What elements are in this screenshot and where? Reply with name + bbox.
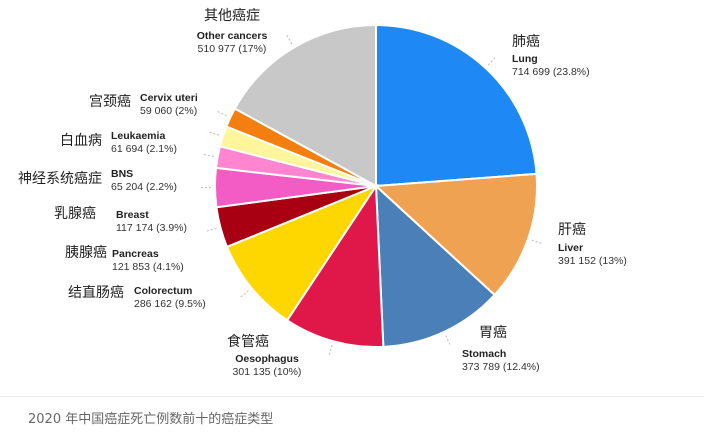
slice-label-en: Breast <box>116 209 149 221</box>
pie-slice-stomach <box>374 183 496 348</box>
leader-line <box>203 154 216 158</box>
slice-label-en: Oesophagus <box>235 353 299 365</box>
slice-label-zh: 乳腺癌 <box>54 206 96 222</box>
slice-value-label: 61 694 (2.1%) <box>111 143 177 155</box>
slice-label-zh: 肝癌 <box>558 222 586 238</box>
slice-label-zh: 肺癌 <box>512 34 540 50</box>
slice-label-zh: 宫颈癌 <box>89 94 131 110</box>
slice-label-zh: 其他癌症 <box>204 8 260 24</box>
caption-divider <box>0 396 704 397</box>
slice-value-label: 391 152 (13%) <box>558 255 627 267</box>
slice-label-en: BNS <box>111 168 133 180</box>
leader-line <box>217 111 229 118</box>
leader-lines <box>200 35 542 355</box>
leader-line <box>209 131 222 137</box>
pie-slices <box>214 23 538 348</box>
leader-line <box>240 289 251 298</box>
slice-label-zh: 结直肠癌 <box>68 284 124 301</box>
slice-value-label: 510 977 (17%) <box>198 43 267 55</box>
slice-value-label: 286 162 (9.5%) <box>134 298 206 310</box>
slice-value-label: 373 789 (12.4%) <box>462 361 540 373</box>
chart-caption: 2020 年中国癌症死亡例数前十的癌症类型 <box>28 412 274 427</box>
slice-label-en: Pancreas <box>112 248 159 260</box>
leader-line <box>328 342 334 355</box>
slice-label-zh: 食管癌 <box>227 333 269 350</box>
pie-slice-oesophagus <box>285 182 385 348</box>
slice-label-zh: 神经系统癌症 <box>18 171 102 187</box>
leader-line <box>529 238 542 244</box>
leader-line <box>486 57 496 67</box>
pie-slice-other-cancers <box>233 23 377 188</box>
leader-line <box>286 35 294 46</box>
pie-slice-colorectum <box>225 183 379 322</box>
slice-label-zh: 白血病 <box>60 133 102 149</box>
slice-value-label: 117 174 (3.9%) <box>116 222 187 234</box>
leader-line <box>206 227 219 232</box>
slice-label-en: Lung <box>512 53 538 65</box>
slice-value-label: 714 699 (23.8%) <box>512 66 590 78</box>
slice-label-en: Leukaemia <box>111 130 165 142</box>
leader-line <box>444 333 451 345</box>
slice-label-en: Colorectum <box>134 285 192 297</box>
slice-label-en: Stomach <box>462 348 506 360</box>
slice-label-en: Other cancers <box>197 30 268 42</box>
slice-label-zh: 胃癌 <box>479 325 507 341</box>
slice-label-en: Liver <box>558 242 583 254</box>
slice-label-zh: 胰腺癌 <box>65 245 107 261</box>
slice-value-label: 59 060 (2%) <box>140 105 197 117</box>
slice-label-en: Cervix uteri <box>140 92 198 104</box>
slice-value-label: 65 204 (2.2%) <box>111 181 177 193</box>
slice-value-label: 121 853 (4.1%) <box>112 261 184 273</box>
pie-slice-liver <box>373 172 538 297</box>
pie-slice-lung <box>375 23 538 188</box>
slice-value-label: 301 135 (10%) <box>233 366 302 378</box>
